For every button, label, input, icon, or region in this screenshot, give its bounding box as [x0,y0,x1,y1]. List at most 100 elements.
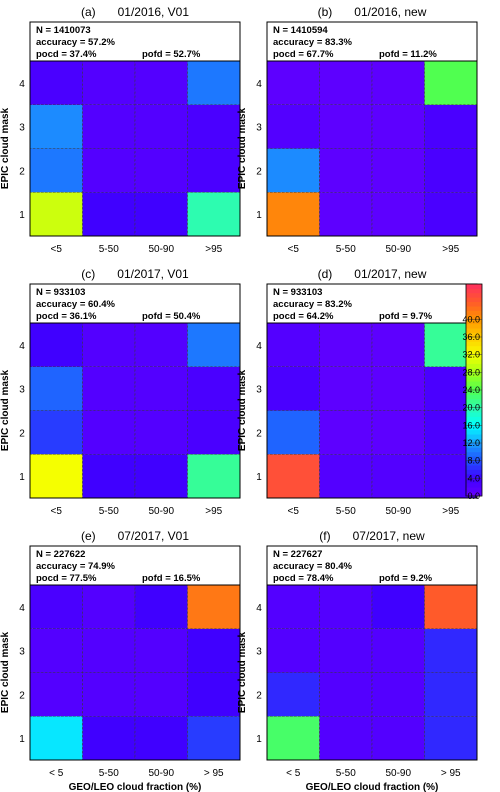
y-tick-label: 2 [19,166,25,177]
y-tick-label: 1 [19,210,25,221]
heatmap-cell [319,628,373,673]
x-axis-label: GEO/LEO cloud fraction (%) [306,782,439,792]
heatmap-cell [29,191,83,237]
heatmap-cell [187,410,241,455]
heatmap-cell [187,453,241,499]
stat-n: N = 1410594 [273,25,328,36]
colorbar-segment [466,319,482,325]
y-axis-label: EPIC cloud mask [237,631,248,713]
x-tick-label: < 5 [49,768,64,779]
plot-frame [29,584,241,761]
heatmap-cell [82,715,136,761]
panel-title-text: 01/2016, V01 [118,5,190,19]
heatmap-cell [266,410,320,455]
colorbar-segment [466,381,482,386]
colorbar-segment [466,292,482,298]
heatmap-cell [82,453,136,499]
stat-pofd: pofd = 52.7% [142,49,201,60]
heatmap-cell [82,628,136,673]
heatmap-cell [319,410,373,455]
x-tick-label: <5 [51,506,63,517]
colorbar-segment [466,403,482,409]
heatmap-cell [134,584,188,630]
x-tick-label: <5 [288,506,300,517]
heatmap-cell [29,672,83,717]
y-tick-label: 4 [19,603,25,614]
heatmap-cell [82,584,136,630]
colorbar-tick-label: 24.0 [462,385,480,395]
heatmap-cell [371,366,425,411]
y-tick-label: 2 [19,690,25,701]
colorbar-tick-label: 32.0 [462,350,480,360]
colorbar-segment [466,328,482,333]
y-tick-label: 3 [19,385,25,396]
stats-box [29,21,241,62]
colorbar-segment [466,398,482,404]
colorbar-segment [466,425,482,431]
x-tick-label: <5 [288,244,300,255]
heatmap-cell [134,322,188,368]
heatmap-cell [424,60,478,106]
panel-label: (e) [81,529,96,543]
y-tick-label: 2 [256,166,262,177]
plot-frame [266,584,478,761]
y-axis-label: EPIC cloud mask [0,107,11,189]
panel-title: (a) 01/2016, V01 [81,5,189,19]
heatmap-cell [371,410,425,455]
heatmap-cell [187,366,241,411]
panel-label: (f) [319,529,330,543]
colorbar-segment [466,372,482,378]
colorbar-segment [466,416,482,422]
heatmap-cell [29,715,83,761]
heatmap-cell [424,715,478,761]
stat-accuracy: accuracy = 83.3% [273,37,353,48]
colorbar-tick-label: 4.0 [467,473,480,483]
x-tick-label: 5-50 [336,506,356,517]
panel-title-text: 01/2016, new [354,5,426,19]
colorbar-tick-label: 20.0 [462,403,480,413]
plot-frame [29,60,241,237]
heatmap-cell [134,453,188,499]
panel-title: (c) 01/2017, V01 [81,267,189,281]
y-tick-label: 3 [19,647,25,658]
colorbar-tick-label: 40.0 [462,314,480,324]
colorbar-segment [466,460,482,466]
colorbar-segment [466,429,482,435]
colorbar-segment [466,491,482,497]
y-tick-label: 2 [19,428,25,439]
x-tick-label: 5-50 [336,244,356,255]
heatmap-cell [371,104,425,149]
y-tick-label: 1 [256,210,262,221]
panel-title-text: 07/2017, V01 [118,529,190,543]
x-tick-label: >95 [442,244,459,255]
y-axis-label: EPIC cloud mask [0,631,11,713]
stat-pofd: pofd = 16.5% [142,573,201,584]
y-axis-label: EPIC cloud mask [237,369,248,451]
heatmap-cell [424,104,478,149]
heatmap-cell [134,410,188,455]
stat-n: N = 227622 [36,549,85,560]
y-axis-label: EPIC cloud mask [0,369,11,451]
heatmap-cell [187,148,241,193]
heatmap-cell [266,628,320,673]
colorbar-segment [466,323,482,329]
y-tick-label: 2 [256,690,262,701]
colorbar-segment [466,482,482,488]
heatmap-cell [29,584,83,630]
stat-pofd: pofd = 9.7% [379,311,433,322]
panel-label: (c) [81,267,95,281]
stat-accuracy: accuracy = 60.4% [36,299,116,310]
x-tick-label: < 5 [286,768,301,779]
heatmap-cell [371,715,425,761]
y-tick-label: 3 [256,385,262,396]
heatmap-cell [82,60,136,106]
heatmap-cell [424,628,478,673]
colorbar-tick-label: 36.0 [462,332,480,342]
heatmap-cell [29,60,83,106]
heatmap-cell [371,322,425,368]
colorbar-segment [466,420,482,426]
x-axis-label: GEO/LEO cloud fraction (%) [69,782,202,792]
heatmap-cell [266,453,320,499]
panel-title-text: 07/2017, new [353,529,425,543]
